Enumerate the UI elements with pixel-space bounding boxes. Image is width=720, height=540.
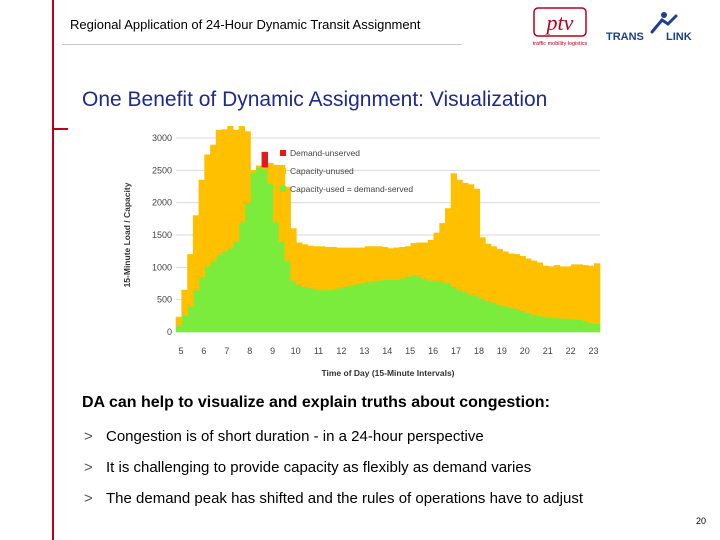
translink-figure-body: [650, 14, 678, 34]
x-tick-label: 11: [314, 346, 323, 356]
y-tick-label: 1500: [152, 230, 172, 240]
bullet-marker: >: [84, 459, 93, 476]
ptv-logo-tagline: traffic mobility logistics: [533, 41, 588, 47]
bullet-item: > The demand peak has shifted and the rul…: [84, 490, 583, 507]
page-number: 20: [695, 516, 706, 526]
bullet-text: Congestion is of short duration - in a 2…: [106, 428, 484, 445]
legend-label: Demand-unserved: [290, 148, 360, 158]
header-rule: [62, 44, 462, 45]
ptv-logo-text: ptv: [545, 10, 574, 35]
x-tick-label: 5: [178, 346, 183, 356]
y-tick-label: 500: [157, 295, 172, 305]
translink-figure-head: [661, 12, 667, 18]
x-tick-label: 13: [359, 346, 369, 356]
x-tick-label: 7: [224, 346, 229, 356]
y-tick-label: 0: [167, 327, 172, 337]
x-tick-label: 21: [543, 346, 553, 356]
bullet-marker: >: [84, 490, 93, 507]
x-tick-label: 18: [474, 346, 484, 356]
legend-swatch: [280, 168, 286, 174]
title-accent-tick: [54, 128, 68, 130]
x-tick-label: 12: [336, 346, 346, 356]
bullet-text: The demand peak has shifted and the rule…: [106, 490, 583, 507]
x-tick-label: 19: [497, 346, 507, 356]
congestion-area-chart: 0 500 1000 1500 2000 2500 3000 5 6 7 8 9 10 11 12 13 14 1…: [122, 126, 601, 378]
bullet-text: It is challenging to provide capacity as…: [106, 459, 532, 476]
y-axis-label: 15-Minute Load / Capacity: [122, 182, 132, 287]
legend-swatch: [280, 186, 286, 192]
y-tick-label: 1000: [152, 262, 172, 272]
legend-label: Capacity-used = demand-served: [290, 184, 413, 194]
slide-title: One Benefit of Dynamic Assignment: Visua…: [82, 88, 548, 111]
sub-heading: DA can help to visualize and explain tru…: [82, 394, 550, 411]
series-area-capacity-unused: [175, 126, 601, 326]
x-tick-label: 20: [520, 346, 530, 356]
x-tick-label: 8: [247, 346, 252, 356]
x-tick-label: 14: [382, 346, 392, 356]
translink-logo: TRANS LINK: [606, 12, 692, 42]
x-tick-label: 6: [201, 346, 206, 356]
y-tick-label: 2500: [152, 165, 172, 175]
y-tick-label: 3000: [152, 133, 172, 143]
legend-label: Capacity-unused: [290, 166, 354, 176]
x-tick-label: 9: [270, 346, 275, 356]
x-tick-label: 10: [291, 346, 301, 356]
bullet-marker: >: [84, 428, 93, 445]
ptv-logo-frame: [533, 7, 587, 37]
x-tick-label: 22: [566, 346, 576, 356]
y-tick-label: 2000: [152, 198, 172, 208]
series-area-demand-unserved: [261, 151, 268, 168]
legend-swatch: [280, 150, 286, 156]
translink-text-left: TRANS: [606, 31, 644, 42]
translink-text-right: LINK: [666, 31, 692, 42]
ptv-logo: ptv traffic mobility logistics: [533, 7, 588, 47]
bullet-item: > Congestion is of short duration - in a …: [84, 428, 484, 445]
x-tick-label: 16: [428, 346, 438, 356]
x-tick-label: 23: [589, 346, 599, 356]
x-tick-label: 17: [451, 346, 461, 356]
bullet-item: > It is challenging to provide capacity a…: [84, 459, 531, 476]
x-tick-label: 15: [405, 346, 415, 356]
header-title: Regional Application of 24-Hour Dynamic …: [70, 17, 421, 32]
left-accent-line: [52, 0, 54, 540]
x-axis-label: Time of Day (15-Minute Intervals): [321, 368, 454, 378]
